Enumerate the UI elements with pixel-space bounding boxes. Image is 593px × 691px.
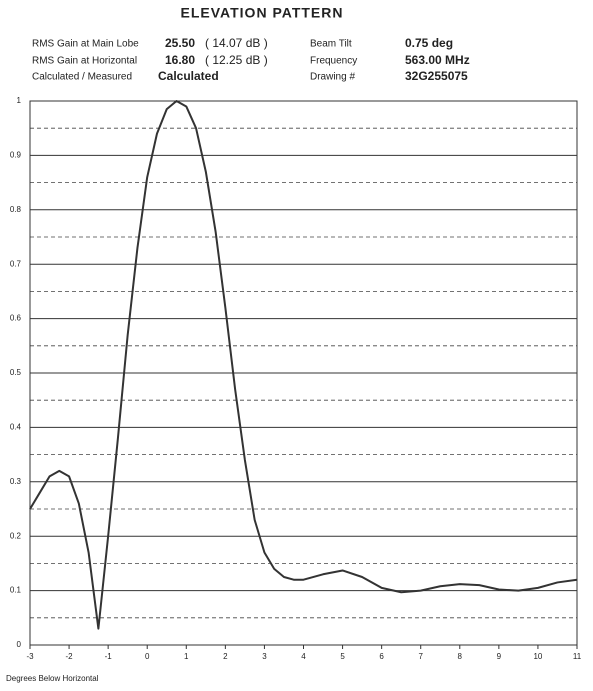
- x-tick-label: -1: [105, 652, 113, 661]
- info-label: Drawing #: [310, 72, 355, 83]
- info-label: Frequency: [310, 56, 357, 67]
- x-tick-label: 3: [262, 652, 267, 661]
- y-tick-label: 0.2: [10, 531, 22, 540]
- x-tick-label: 9: [497, 652, 502, 661]
- x-tick-label: 0: [145, 652, 150, 661]
- info-value: 16.80: [165, 53, 195, 67]
- x-tick-label: 2: [223, 652, 228, 661]
- y-tick-label: 0.9: [10, 151, 22, 160]
- info-value: 0.75 deg: [405, 36, 453, 50]
- info-label: Calculated / Measured: [32, 72, 132, 83]
- x-tick-label: 5: [340, 652, 345, 661]
- x-tick-label: 6: [379, 652, 384, 661]
- pattern-line: [29, 100, 578, 630]
- y-tick-label: 0.6: [10, 314, 22, 323]
- x-tick-label: 10: [533, 652, 542, 661]
- y-tick-label: 0.8: [10, 205, 22, 214]
- y-tick-label: 0.7: [10, 259, 22, 268]
- info-value: Calculated: [158, 69, 219, 83]
- x-axis-label: Degrees Below Horizontal: [6, 674, 99, 683]
- x-tick-label: 1: [184, 652, 189, 661]
- y-tick-label: 0.1: [10, 586, 22, 595]
- info-label: Beam Tilt: [310, 39, 352, 50]
- info-value: 563.00 MHz: [405, 53, 470, 67]
- info-value: 25.50: [165, 36, 195, 50]
- chart-title: ELEVATION PATTERN: [181, 5, 344, 21]
- y-tick-label: 0: [17, 640, 22, 649]
- info-label: RMS Gain at Horizontal: [32, 56, 137, 67]
- info-label: RMS Gain at Main Lobe: [32, 39, 139, 50]
- y-tick-label: 0.3: [10, 477, 22, 486]
- y-tick-label: 1: [17, 96, 22, 105]
- y-tick-label: 0.5: [10, 368, 22, 377]
- x-tick-label: -2: [66, 652, 74, 661]
- plot-frame: [29, 100, 578, 646]
- info-db: ( 14.07 dB ): [205, 36, 268, 50]
- info-value: 32G255075: [405, 69, 468, 83]
- x-tick-label: 4: [301, 652, 306, 661]
- x-tick-label: 11: [573, 652, 582, 661]
- x-tick-label: 8: [458, 652, 463, 661]
- x-tick-label: 7: [418, 652, 423, 661]
- info-db: ( 12.25 dB ): [205, 53, 268, 67]
- x-tick-label: -3: [26, 652, 34, 661]
- y-tick-label: 0.4: [10, 423, 22, 432]
